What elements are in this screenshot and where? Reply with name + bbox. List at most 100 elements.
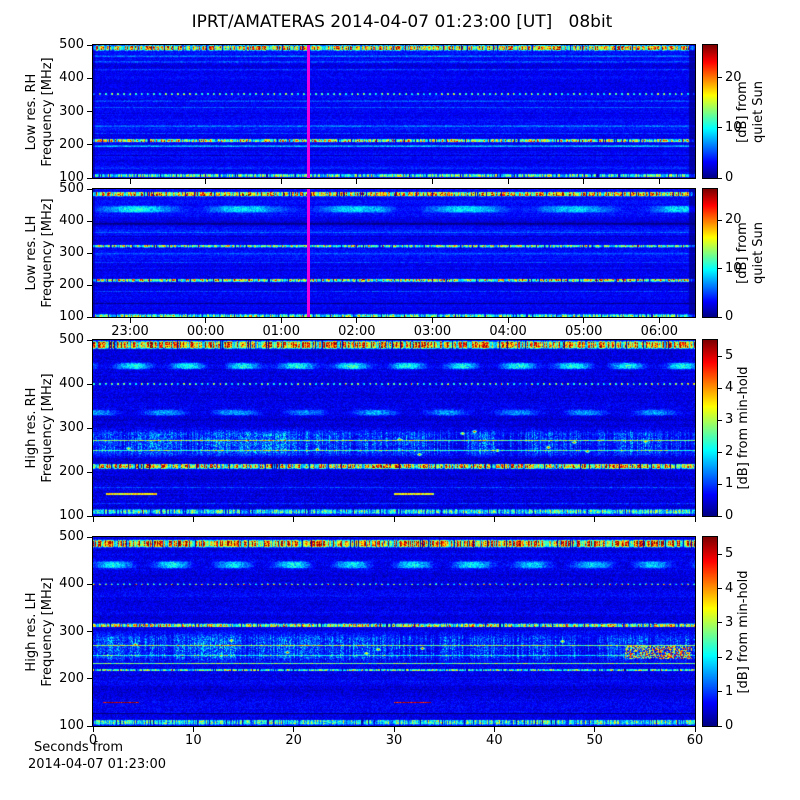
colorbar-tick-mark [718,725,722,727]
colorbar-tick-label: 0 [725,170,734,185]
colorbar-tick-label: 0 [725,508,734,523]
y-tick-label: 100 [59,508,84,523]
colorbar-tick-label: 1 [725,683,734,699]
x-tick-label: 40 [486,733,503,748]
y-tick-label: 200 [59,277,84,292]
y-tick-mark [87,725,92,727]
x-tick-mark [583,318,585,323]
y-tick-label: 500 [59,37,84,52]
colorbar-gradient [703,537,717,726]
y-tick-mark [87,177,92,179]
y-tick-label: 500 [59,181,84,196]
colorbar-low-res-rh [702,44,718,179]
footnote-line1: Seconds from [34,740,124,755]
colorbar-tick-mark [718,483,722,485]
colorbar-label: [dB] from quiet Sun [735,221,766,285]
y-tick-label: 300 [59,245,84,260]
colorbar-tick-mark [718,553,722,555]
colorbar-tick-label: 3 [725,412,734,427]
y-tick-label: 400 [59,576,84,592]
y-axis-label: High res. LH Frequency [MHz] [24,576,55,687]
y-tick-mark [87,339,92,341]
y-tick-mark [87,383,92,385]
time-marker-line [307,189,310,317]
colorbar-tick-label: 0 [725,718,734,733]
x-tick-label: 10 [185,733,202,748]
x-tick-label: 20 [285,733,302,748]
x-tick-mark [507,318,509,323]
x-tick-label: 30 [385,733,403,748]
spectrogram-panel-low-res-lh [92,188,696,318]
x-tick-mark [92,517,94,522]
x-tick-mark [658,179,660,184]
y-tick-mark [87,284,92,286]
y-tick-label: 200 [59,670,84,686]
colorbar-tick-label: 3 [725,614,734,630]
y-axis-label: High res. RH Frequency [MHz] [24,373,55,483]
colorbar-tick-mark [718,451,722,453]
y-axis-label: Low res. RH Frequency [MHz] [24,56,55,167]
colorbar-gradient [703,189,717,317]
colorbar-tick-label: 5 [725,546,734,562]
spectrogram-panel-low-res-rh [92,44,696,179]
y-tick-mark [87,583,92,585]
colorbar-gradient [703,45,717,178]
spectrogram-panel-high-res-lh [92,536,696,727]
x-tick-mark [356,179,358,184]
colorbar-high-res-lh [702,536,718,727]
colorbar-tick-mark [718,622,722,624]
x-tick-label: 02:00 [338,324,376,339]
x-tick-label: 60 [686,733,704,748]
y-tick-mark [87,316,92,318]
low-res-lh-heatmap [93,189,695,317]
colorbar-tick-mark [718,268,722,270]
x-tick-mark [493,517,495,522]
x-tick-mark [205,318,207,323]
y-tick-mark [87,631,92,632]
high-res-rh-heatmap [93,340,695,516]
y-tick-mark [87,536,92,538]
colorbar-tick-mark [718,588,722,590]
x-tick-mark [293,517,295,522]
colorbar-tick-mark [718,691,722,693]
colorbar-tick-label: 4 [725,580,734,596]
x-tick-mark [694,727,696,732]
y-tick-mark [87,188,92,190]
x-tick-label: 04:00 [489,324,527,339]
y-tick-label: 500 [59,332,84,347]
y-tick-label: 400 [59,376,84,391]
x-tick-mark [583,179,585,184]
x-tick-mark [393,727,395,732]
x-tick-label: 03:00 [413,324,452,339]
x-tick-mark [92,727,94,732]
x-tick-mark [393,517,395,522]
y-tick-label: 400 [59,213,84,228]
colorbar-tick-mark [718,355,722,357]
x-tick-mark [594,517,596,522]
low-res-rh-heatmap [93,45,695,178]
x-tick-mark [192,727,194,732]
colorbar-tick-label: 2 [725,649,734,665]
x-tick-mark [129,318,131,323]
x-tick-label: 01:00 [262,324,300,339]
high-res-lh-heatmap [93,537,695,726]
y-tick-label: 300 [59,623,84,639]
y-tick-label: 400 [59,70,84,86]
x-tick-mark [594,727,596,732]
x-tick-mark [493,727,495,732]
y-tick-mark [87,111,92,112]
y-tick-mark [87,678,92,680]
y-tick-mark [87,515,92,517]
time-marker-line [307,45,310,178]
colorbar-tick-label: 4 [725,380,734,395]
colorbar-tick-label: 20 [725,69,742,85]
figure-title: IPRT/AMATERAS 2014-04-07 01:23:00 [UT] 0… [191,12,613,32]
colorbar-tick-mark [718,77,722,79]
colorbar-tick-mark [718,515,722,517]
x-tick-mark [431,179,433,184]
colorbar-tick-label: 0 [725,309,734,324]
y-tick-label: 100 [59,309,84,324]
colorbar-label: [dB] from min-hold [736,366,752,490]
colorbar-tick-mark [718,219,722,221]
colorbar-tick-mark [718,316,722,318]
